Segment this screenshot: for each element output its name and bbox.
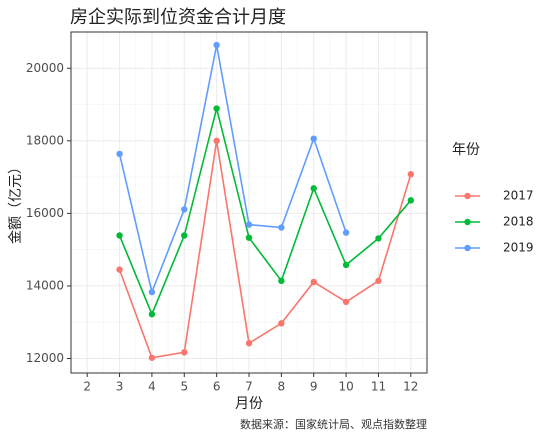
x-tick-label: 12 [403,380,418,394]
data-point [213,41,220,49]
x-tick-label: 3 [116,380,124,394]
x-tick-label: 9 [310,380,318,394]
x-tick-label: 8 [278,380,286,394]
legend-key-point [464,244,471,252]
legend-label: 2017 [503,189,534,203]
data-point [375,277,382,285]
data-point [310,185,317,192]
data-point [116,232,123,239]
caption: 数据来源：国家统计局、观点指数整理 [240,417,427,431]
y-tick-label: 16000 [26,206,64,220]
y-tick-label: 14000 [26,278,64,292]
data-point [407,197,415,204]
data-point [213,137,220,145]
data-point [245,234,253,241]
data-point [342,229,350,236]
data-point [148,311,156,318]
data-point [148,288,156,296]
x-tick-label: 10 [338,380,353,394]
plot-border [70,31,428,374]
data-point [278,224,285,231]
data-point [342,261,350,269]
data-point [116,266,123,273]
chart-title: 房企实际到位资金合计月度 [70,7,286,28]
legend-label: 2019 [503,241,534,255]
legend-label: 2018 [503,215,534,229]
data-point [310,135,317,142]
data-point [407,171,415,178]
x-tick-label: 5 [180,380,188,394]
x-tick-label: 6 [213,380,221,394]
data-point [278,320,285,327]
x-tick-label: 2 [83,380,91,394]
data-point [342,298,350,306]
legend-key-point [464,192,471,200]
x-tick-label: 4 [148,380,156,394]
data-point [213,105,220,112]
legend-title: 年份 [452,142,480,158]
data-point [310,278,317,286]
data-point [148,354,156,361]
series-line [118,44,347,295]
data-point [245,221,253,228]
data-point [245,340,253,347]
series-line [118,108,412,317]
x-tick-label: 11 [371,380,386,394]
data-point [181,206,188,213]
data-point [116,150,123,158]
x-tick-label: 7 [245,380,253,394]
y-tick-label: 18000 [26,133,64,147]
y-tick-label: 12000 [26,351,64,365]
data-point [278,277,285,285]
data-point [181,232,188,239]
x-axis-title: 月份 [235,396,263,412]
data-point [375,235,382,242]
y-axis-title: 金额（亿元） [8,160,24,244]
series-line [118,140,412,359]
legend-key-point [464,218,471,226]
data-point [181,349,188,356]
y-tick-label: 20000 [26,61,64,75]
